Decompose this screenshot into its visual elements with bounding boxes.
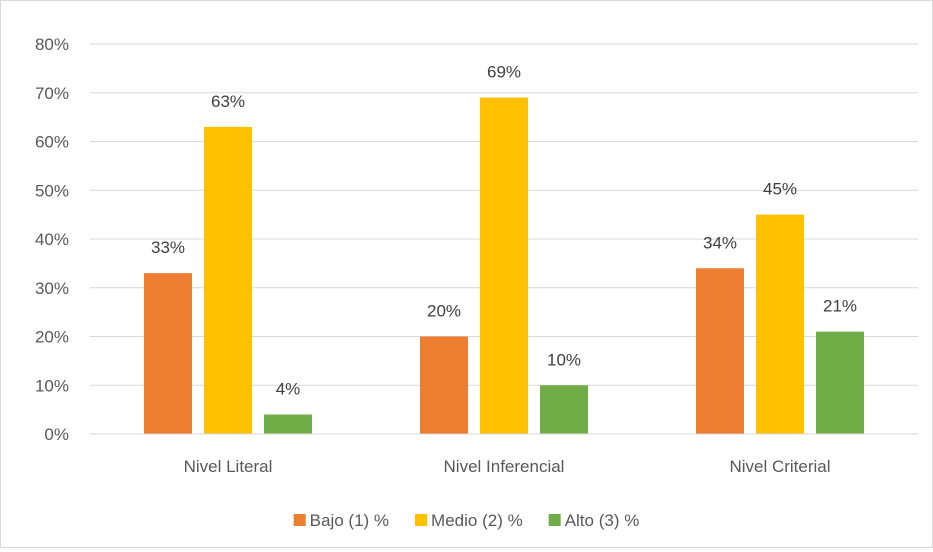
- y-tick-label: 50%: [35, 181, 69, 200]
- x-axis: Nivel Literal Nivel Inferencial Nivel Crit…: [90, 433, 918, 476]
- legend-label: Medio (2) %: [431, 511, 523, 530]
- bar: [420, 336, 468, 434]
- bar: [264, 414, 312, 434]
- bar: [480, 97, 528, 434]
- y-tick-label: 60%: [35, 133, 69, 152]
- legend-label: Alto (3) %: [565, 511, 640, 530]
- bars: [144, 97, 864, 434]
- data-label: 21%: [823, 297, 857, 316]
- legend-swatch: [548, 514, 561, 526]
- data-label: 34%: [703, 233, 737, 252]
- bar: [540, 385, 588, 434]
- bar: [144, 273, 192, 434]
- bar: [816, 331, 864, 434]
- data-label: 63%: [211, 92, 245, 111]
- data-label: 69%: [487, 63, 521, 82]
- y-tick-label: 70%: [35, 84, 69, 103]
- data-label: 33%: [151, 238, 185, 257]
- y-tick-label: 30%: [35, 279, 69, 298]
- y-tick-label: 0%: [44, 425, 69, 444]
- data-label: 20%: [427, 302, 461, 321]
- bar: [204, 126, 252, 434]
- y-axis: 0% 10% 20% 30% 40% 50% 60% 70% 80%: [35, 35, 69, 444]
- y-tick-label: 10%: [35, 376, 69, 395]
- legend: Bajo (1) % Medio (2) % Alto (3) %: [293, 511, 640, 530]
- y-tick-label: 20%: [35, 328, 69, 347]
- x-category-label: Nivel Criterial: [729, 457, 830, 476]
- data-label: 10%: [547, 350, 581, 369]
- data-label: 4%: [276, 380, 301, 399]
- x-category-label: Nivel Inferencial: [444, 457, 565, 476]
- bar: [756, 214, 804, 434]
- x-category-label: Nivel Literal: [184, 457, 273, 476]
- data-labels: 33% 63% 4% 20% 69% 10% 34% 45% 21%: [151, 63, 857, 399]
- bar: [696, 268, 744, 434]
- data-label: 45%: [763, 180, 797, 199]
- legend-label: Bajo (1) %: [310, 511, 389, 530]
- y-tick-label: 80%: [35, 35, 69, 54]
- legend-swatch: [293, 514, 306, 526]
- y-tick-label: 40%: [35, 230, 69, 249]
- legend-swatch: [415, 514, 428, 526]
